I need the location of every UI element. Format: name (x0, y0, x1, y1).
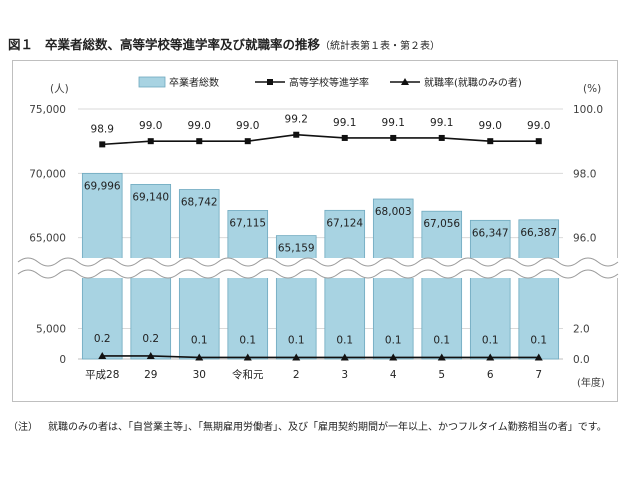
employment-rate-label: 0.1 (482, 334, 499, 346)
footnote-tag: （注） (8, 422, 38, 433)
marker-advancement-rate (390, 134, 397, 141)
marker-advancement-rate (196, 138, 203, 145)
footnote: （注） 就職のみの者は、「自営業主等」、「無期雇用労働者」、及び「雇用契約期間が一… (8, 418, 607, 433)
bar-graduates (372, 198, 414, 360)
marker-advancement-rate (341, 134, 348, 141)
marker-employment-rate (389, 353, 398, 361)
y-left-tick-label: 5,000 (36, 324, 66, 336)
legend-label-employment-rate: 就職率(就職のみの者) (424, 76, 522, 89)
y-left-tick-label: 70,000 (29, 168, 66, 180)
marker-employment-rate (243, 353, 252, 361)
employment-rate-label: 0.1 (433, 334, 450, 346)
employment-rate-label: 0.1 (191, 334, 208, 346)
y-right-tick-label: 98.0 (573, 168, 596, 180)
axis-break-band (14, 258, 618, 278)
marker-advancement-rate (99, 141, 106, 148)
marker-advancement-rate (438, 134, 445, 141)
marker-employment-rate (146, 351, 155, 359)
legend-swatch-graduates (138, 76, 166, 88)
legend-label-graduates: 卒業者総数 (169, 76, 219, 89)
legend-swatch-employment-marker (401, 78, 409, 85)
x-tick-label: 6 (487, 369, 494, 381)
marker-advancement-rate (487, 138, 494, 145)
bar-graduates (469, 219, 511, 360)
advancement-rate-label: 99.2 (285, 114, 308, 126)
x-tick-label: 30 (193, 369, 206, 381)
bar-graduates (421, 210, 463, 360)
axis-break-wave (17, 257, 619, 267)
bar-value-label: 69,140 (132, 191, 169, 203)
advancement-rate-label: 99.1 (430, 117, 453, 129)
legend-swatch-advancement-marker (267, 79, 273, 85)
bar-value-label: 65,159 (278, 243, 315, 255)
bar-value-label: 69,996 (84, 180, 121, 192)
employment-rate-label: 0.1 (530, 334, 547, 346)
x-tick-label: 2 (293, 369, 300, 381)
marker-employment-rate (340, 353, 349, 361)
figure-title-text: 卒業者総数、高等学校等進学率及び就職率の推移 (45, 37, 321, 52)
y-right-tick-label: 2.0 (573, 324, 590, 336)
marker-employment-rate (486, 353, 495, 361)
marker-employment-rate (292, 353, 301, 361)
figure-subtitle: （統計表第１表・第２表） (320, 41, 441, 52)
advancement-rate-label: 99.0 (479, 120, 502, 132)
bar-graduates (275, 235, 317, 360)
y-left-tick-label: 65,000 (29, 233, 66, 245)
employment-rate-label: 0.1 (336, 334, 353, 346)
employment-rate-label: 0.2 (94, 333, 111, 345)
marker-employment-rate (437, 353, 446, 361)
x-tick-label: 29 (144, 369, 157, 381)
line-advancement-rate (102, 133, 539, 146)
line-employment-rate (102, 355, 539, 359)
bar-value-label: 67,056 (423, 218, 460, 230)
legend-label-advancement-rate: 高等学校等進学率 (289, 76, 369, 89)
y-right-tick-label: 96.0 (573, 233, 596, 245)
x-tick-label: 平成28 (85, 369, 119, 381)
employment-rate-label: 0.1 (239, 334, 256, 346)
advancement-rate-label: 99.0 (139, 120, 162, 132)
x-tick-label: 令和元 (232, 368, 264, 381)
y-right-tick-label: 0.0 (573, 354, 590, 366)
employment-rate-label: 0.1 (385, 334, 402, 346)
marker-advancement-rate (147, 138, 154, 145)
bar-value-label: 68,742 (181, 197, 218, 209)
y-left-tick-label: 75,000 (29, 104, 66, 116)
advancement-rate-label: 99.0 (236, 120, 259, 132)
marker-advancement-rate (535, 138, 542, 145)
y-right-tick-label: 100.0 (573, 104, 603, 116)
bar-value-label: 66,347 (472, 227, 509, 239)
x-tick-label: 7 (535, 369, 542, 381)
employment-rate-label: 0.2 (142, 333, 159, 345)
y-left-tick-label: 0 (59, 354, 66, 366)
axis-break-wave (17, 269, 619, 279)
advancement-rate-label: 99.1 (333, 117, 356, 129)
bar-value-label: 67,115 (229, 217, 266, 229)
y-left-unit: (人) (50, 83, 69, 95)
bar-graduates (518, 219, 560, 360)
advancement-rate-label: 98.9 (91, 123, 114, 135)
advancement-rate-label: 99.1 (382, 117, 405, 129)
bar-value-label: 66,387 (520, 227, 557, 239)
figure-label: 図１ (8, 37, 34, 52)
x-tick-label: 4 (390, 369, 397, 381)
marker-employment-rate (98, 351, 107, 359)
marker-employment-rate (534, 353, 543, 361)
bar-value-label: 67,124 (326, 217, 363, 229)
x-tick-label: 3 (341, 369, 348, 381)
marker-advancement-rate (244, 138, 251, 145)
x-unit: (年度) (577, 376, 605, 389)
advancement-rate-label: 99.0 (527, 120, 550, 132)
figure-title: 図１ 卒業者総数、高等学校等進学率及び就職率の推移（統計表第１表・第２表） (8, 34, 440, 53)
y-right-unit: (%) (583, 83, 601, 95)
x-tick-label: 5 (438, 369, 445, 381)
advancement-rate-label: 99.0 (188, 120, 211, 132)
marker-advancement-rate (293, 131, 300, 138)
footnote-text: 就職のみの者は、「自営業主等」、「無期雇用労働者」、及び「雇用契約期間が一年以上… (48, 422, 607, 433)
employment-rate-label: 0.1 (288, 334, 305, 346)
bar-value-label: 68,003 (375, 206, 412, 218)
marker-employment-rate (195, 353, 204, 361)
